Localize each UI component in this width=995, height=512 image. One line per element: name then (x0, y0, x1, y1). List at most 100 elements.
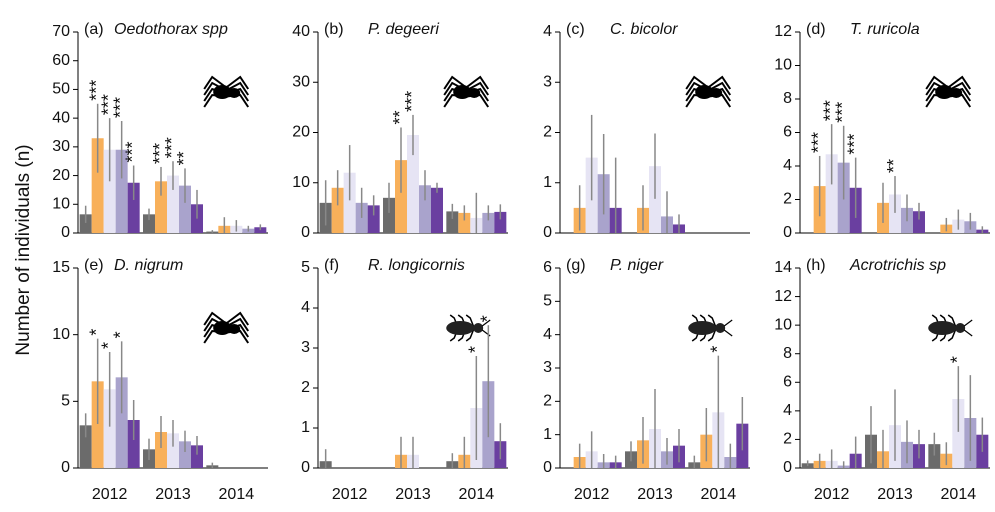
y-tick-label: 4 (783, 157, 792, 174)
y-tick-label: 3 (543, 73, 552, 90)
panel-title: P. niger (610, 257, 664, 274)
y-tick-label: 12 (774, 288, 792, 305)
beetle-icon (928, 315, 972, 341)
y-tick-label: 2 (543, 124, 552, 141)
y-tick-label: 0 (783, 459, 792, 476)
body (928, 321, 956, 335)
y-tick-label: 20 (292, 124, 310, 141)
y-tick-label: 4 (543, 326, 552, 343)
y-tick-label: 30 (292, 73, 310, 90)
y-tick-label: 8 (783, 90, 792, 107)
y-axis-label: Number of individuals (n) (13, 144, 34, 355)
y-tick-label: 20 (52, 167, 70, 184)
significance: ** (174, 151, 194, 165)
panel-title: T. ruricola (850, 21, 920, 38)
y-tick-label: 10 (52, 196, 70, 213)
y-tick-label: 1 (301, 419, 310, 436)
y-tick-label: 10 (292, 174, 310, 191)
head (228, 88, 240, 98)
y-tick-label: 2 (783, 431, 792, 448)
bar (431, 188, 443, 233)
x-tick-label: 2012 (814, 486, 850, 503)
y-tick-label: 6 (543, 259, 552, 276)
y-tick-label: 0 (783, 224, 792, 241)
significance: *** (809, 132, 829, 153)
x-tick-label: 2014 (941, 486, 977, 503)
x-tick-label: 2013 (877, 486, 913, 503)
y-tick-label: 5 (301, 259, 310, 276)
panel-label: (h) (806, 257, 826, 274)
significance: *** (123, 142, 143, 163)
y-tick-label: 15 (52, 259, 70, 276)
y-tick-label: 14 (774, 259, 792, 276)
panel-label: (f) (324, 257, 339, 274)
thorax (473, 323, 483, 333)
y-tick-label: 0 (301, 224, 310, 241)
y-tick-label: 2 (301, 379, 310, 396)
y-tick-label: 8 (783, 345, 792, 362)
y-tick-label: 5 (543, 293, 552, 310)
x-tick-label: 2012 (574, 486, 610, 503)
x-tick-label: 2014 (459, 486, 495, 503)
y-tick-label: 0 (61, 459, 70, 476)
significance: *** (833, 102, 853, 123)
leg (466, 77, 488, 89)
body (446, 321, 474, 335)
significance: *** (845, 134, 865, 155)
y-tick-label: 1 (543, 426, 552, 443)
significance: * (477, 315, 497, 322)
leg (226, 313, 248, 325)
significance: * (707, 346, 727, 353)
leg (226, 77, 248, 89)
significance: *** (402, 91, 422, 112)
body (688, 321, 716, 335)
spider-icon (686, 77, 730, 107)
y-tick-label: 3 (301, 339, 310, 356)
x-tick-label: 2014 (219, 486, 255, 503)
panel-title: P. degeeri (368, 21, 439, 38)
y-tick-label: 50 (52, 81, 70, 98)
y-tick-label: 10 (52, 326, 70, 343)
y-tick-label: 0 (543, 224, 552, 241)
y-tick-label: 10 (774, 57, 792, 74)
y-tick-label: 0 (301, 459, 310, 476)
y-tick-label: 40 (292, 23, 310, 40)
x-tick-label: 2013 (637, 486, 673, 503)
spider-icon (444, 77, 488, 107)
y-tick-label: 0 (543, 459, 552, 476)
y-tick-label: 60 (52, 52, 70, 69)
significance: * (87, 329, 107, 336)
significance: * (111, 331, 131, 338)
y-tick-label: 3 (543, 359, 552, 376)
head (468, 88, 480, 98)
y-tick-label: 4 (543, 23, 552, 40)
significance: * (99, 342, 119, 349)
head (228, 324, 240, 334)
panel-title: R. longicornis (368, 257, 465, 274)
panel-label: (e) (84, 257, 104, 274)
y-tick-label: 2 (783, 191, 792, 208)
y-tick-label: 30 (52, 138, 70, 155)
y-tick-label: 70 (52, 23, 70, 40)
figure: Number of individuals (n) 01020304050607… (0, 0, 995, 512)
panel-label: (g) (566, 257, 586, 274)
significance: ** (884, 159, 904, 173)
y-tick-label: 2 (543, 393, 552, 410)
beetle-icon (688, 315, 732, 341)
x-tick-label: 2012 (92, 486, 128, 503)
spider-icon (204, 313, 248, 343)
x-tick-label: 2012 (332, 486, 368, 503)
panel-title: D. nigrum (114, 257, 183, 274)
y-tick-label: 12 (774, 23, 792, 40)
head (950, 88, 962, 98)
spider-icon (926, 77, 970, 107)
y-tick-label: 4 (783, 402, 792, 419)
x-tick-label: 2014 (701, 486, 737, 503)
spider-icon (204, 77, 248, 107)
y-tick-label: 5 (61, 393, 70, 410)
panel-label: (b) (324, 21, 344, 38)
thorax (715, 323, 725, 333)
significance: * (947, 356, 967, 363)
y-tick-label: 40 (52, 109, 70, 126)
thorax (955, 323, 965, 333)
